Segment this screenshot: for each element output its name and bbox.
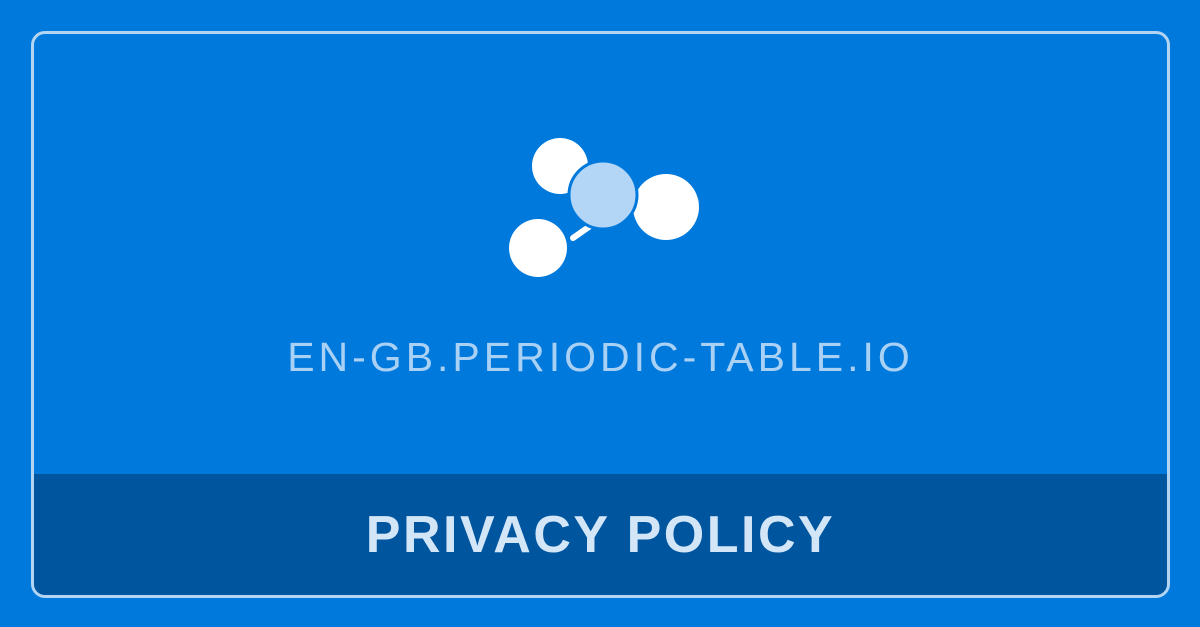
molecule-icon	[509, 138, 699, 277]
atom-center	[567, 159, 639, 231]
page-title: PRIVACY POLICY	[365, 505, 836, 564]
banner-card: EN-GB.PERIODIC-TABLE.IO PRIVACY POLICY	[31, 31, 1170, 598]
site-domain: EN-GB.PERIODIC-TABLE.IO	[287, 334, 914, 380]
atom-right	[633, 174, 699, 240]
footer-band: PRIVACY POLICY	[34, 474, 1167, 595]
atom-bottom-left	[509, 219, 567, 277]
